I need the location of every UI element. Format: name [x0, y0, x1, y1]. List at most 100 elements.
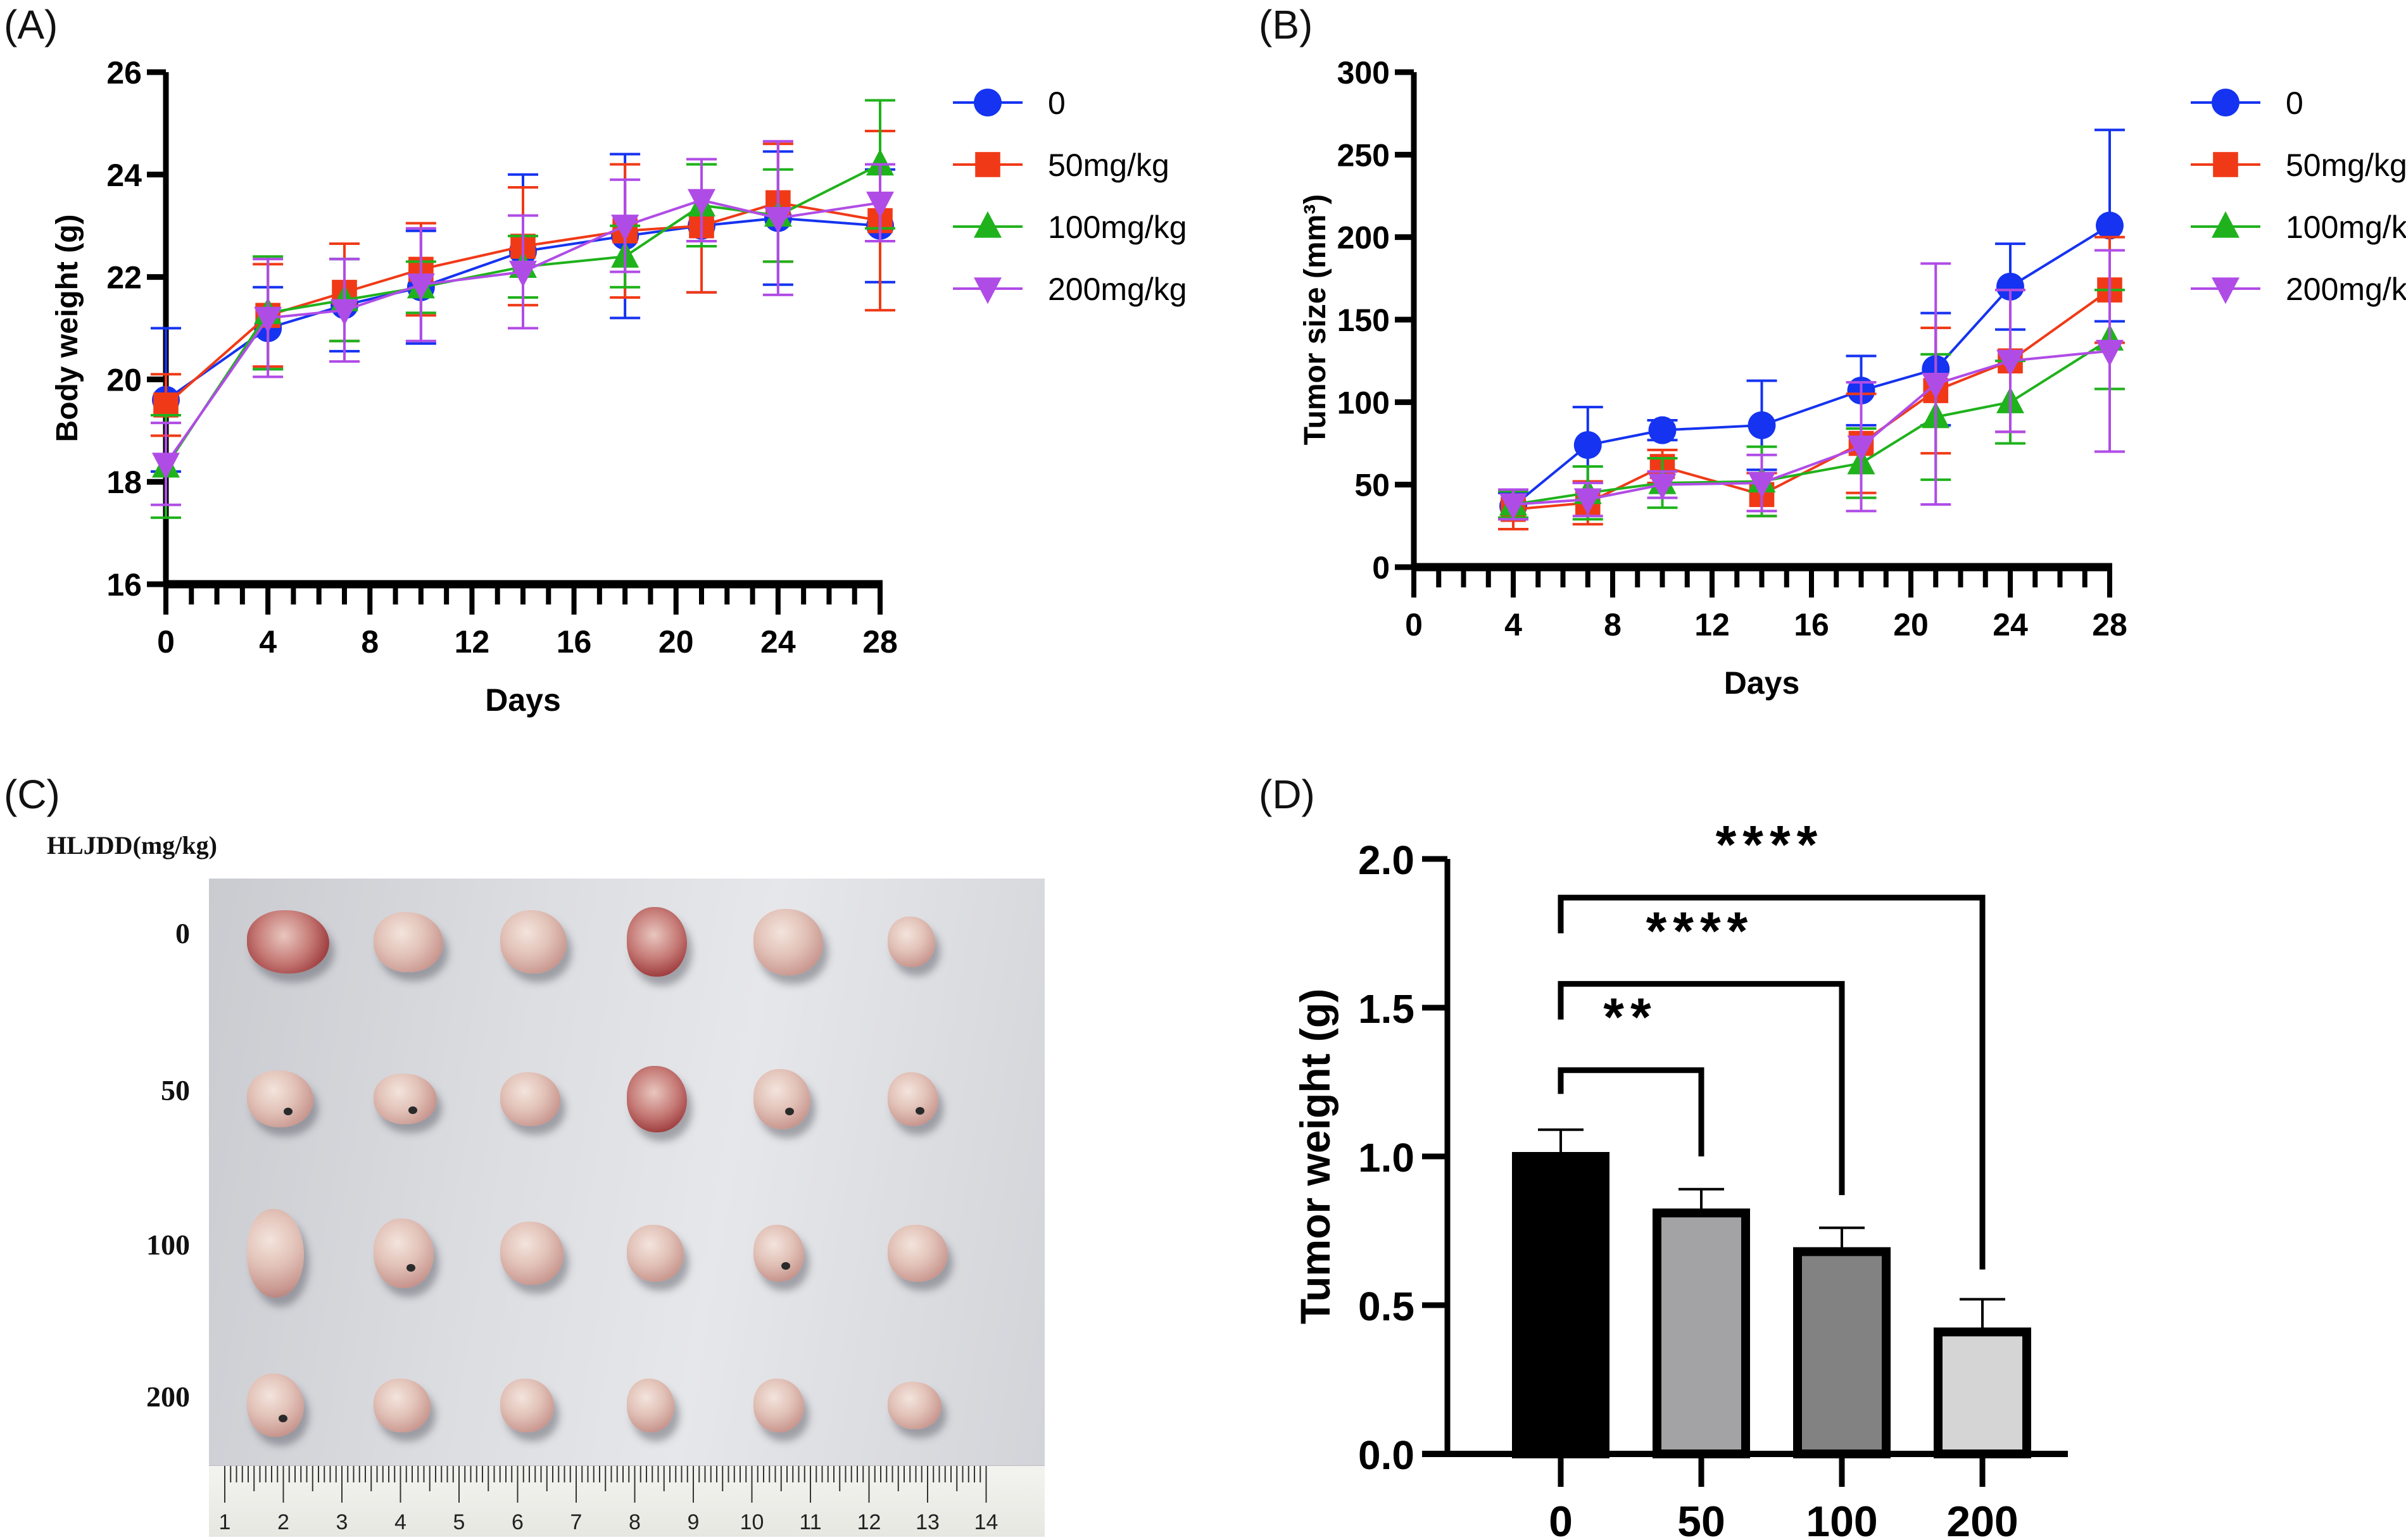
x-tick-label: 20	[1893, 607, 1929, 642]
x-tick-label: 0	[157, 624, 175, 660]
x-tick-label: 0	[1549, 1498, 1573, 1538]
dark-spot	[781, 1261, 790, 1270]
row-label-200: 200	[146, 1380, 190, 1413]
legend-label: 100mg/kg	[2286, 210, 2406, 245]
x-tick-label: 12	[1694, 607, 1730, 642]
tumor-sample	[888, 917, 935, 967]
legend-label: 0	[1048, 85, 1066, 121]
legend-marker	[2213, 152, 2238, 177]
data-point	[611, 215, 639, 241]
legend-label: 200mg/kg	[2286, 272, 2406, 307]
series-50mg-kg	[1498, 235, 2125, 531]
x-tick-label: 24	[1993, 607, 2028, 642]
y-tick-label: 1.5	[1358, 986, 1414, 1032]
significance-label: ****	[1716, 815, 1824, 874]
tumor-sample	[500, 910, 567, 973]
x-tick-label: 8	[1604, 607, 1622, 642]
x-tick-label: 50	[1677, 1498, 1725, 1538]
y-tick-label: 200	[1337, 220, 1390, 256]
tumor-sample	[374, 1378, 431, 1432]
x-tick-label: 12	[455, 624, 490, 660]
tumor-sample	[247, 910, 329, 973]
ruler-label: 3	[336, 1510, 348, 1534]
y-tick-label: 0.0	[1358, 1432, 1414, 1478]
y-tick-label: 0.5	[1358, 1284, 1414, 1329]
x-tick-label: 4	[259, 624, 277, 660]
series-line	[1513, 338, 2111, 506]
legend-label: 50mg/kg	[2286, 147, 2406, 183]
y-axis-title: Tumor size (mm³)	[1299, 194, 1332, 445]
row-label-0: 0	[175, 917, 190, 949]
data-point	[1996, 349, 2024, 377]
significance-label: **	[1603, 987, 1657, 1047]
legend-marker	[974, 277, 1002, 304]
tumor-sample	[500, 1378, 554, 1432]
y-tick-label: 20	[106, 362, 142, 398]
significance-bracket	[1558, 1067, 1704, 1156]
x-axis-title: Days	[485, 682, 561, 718]
data-point	[1748, 411, 1776, 439]
x-tick-label: 24	[760, 624, 796, 660]
tumor-sample	[888, 1225, 948, 1282]
ruler-label: 13	[916, 1510, 940, 1534]
tumor-sample	[888, 1381, 942, 1429]
data-point	[1573, 431, 1602, 460]
y-tick-label: 150	[1337, 303, 1390, 338]
data-point	[1648, 473, 1677, 500]
ruler-label: 2	[277, 1510, 289, 1534]
row-label-50: 50	[161, 1074, 190, 1106]
legend-marker	[974, 211, 1002, 238]
y-tick-label: 26	[106, 55, 142, 91]
y-tick-label: 100	[1337, 385, 1390, 420]
x-tick-label: 4	[1504, 607, 1522, 642]
ruler-label: 4	[394, 1510, 406, 1534]
series-line	[1513, 349, 2110, 506]
panel-label-c: (C)	[4, 772, 60, 817]
y-tick-label: 22	[106, 260, 142, 296]
x-tick-label: 8	[361, 624, 379, 660]
data-point	[1499, 493, 1527, 520]
legend-marker	[2212, 89, 2239, 116]
tumor-sample	[888, 1072, 938, 1126]
tumor-sample	[500, 1222, 564, 1285]
legend-label: 200mg/kg	[1048, 272, 1187, 307]
ruler-label: 1	[219, 1510, 231, 1534]
data-point	[2096, 339, 2124, 366]
bar-0	[1512, 1152, 1609, 1458]
dark-spot	[916, 1106, 924, 1115]
dark-spot	[784, 1108, 794, 1116]
ruler-label: 12	[857, 1510, 881, 1534]
series-200mg-kg	[1498, 249, 2125, 521]
data-point	[866, 149, 894, 176]
legend-label: 0	[2286, 85, 2303, 121]
tumor-sample	[374, 1074, 437, 1124]
tumor-sample	[247, 1070, 313, 1127]
x-tick-label: 28	[862, 624, 898, 660]
legend-marker	[975, 152, 1000, 177]
ruler-label: 6	[512, 1510, 524, 1534]
row-label-100: 100	[146, 1229, 190, 1261]
data-point	[1847, 435, 1875, 462]
y-tick-label: 18	[106, 465, 142, 500]
bar-200	[1934, 1327, 2031, 1458]
tumor-size-chart: 0 50 100 150 200 250 300 0 4 8 12 16 20 24 28 Days Tumor…	[1299, 55, 2406, 701]
series-0	[1498, 128, 2125, 521]
data-point	[331, 299, 358, 326]
data-point	[764, 206, 792, 234]
legend-label: 100mg/kg	[1048, 210, 1187, 245]
y-tick-label: 0	[1372, 550, 1390, 585]
y-tick-label: 2.0	[1358, 837, 1414, 883]
y-tick-label: 250	[1337, 137, 1390, 173]
data-point	[2096, 211, 2124, 240]
tumor-sample	[753, 1068, 810, 1129]
data-point	[406, 273, 435, 300]
x-tick-label: 20	[658, 624, 694, 660]
tumor-weight-chart: 0.0 0.5 1.0 1.5 2.0 Tumor weight (g) 0 50 100 200…	[1292, 815, 2068, 1538]
x-tick-label: 16	[1794, 607, 1829, 642]
x-tick-label: 16	[557, 624, 592, 660]
panel-label-d: (D)	[1259, 772, 1315, 817]
dark-spot	[406, 1263, 416, 1272]
ruler-label: 9	[688, 1510, 700, 1534]
series-100mg-kg	[1498, 289, 2125, 521]
data-point	[1748, 472, 1776, 499]
